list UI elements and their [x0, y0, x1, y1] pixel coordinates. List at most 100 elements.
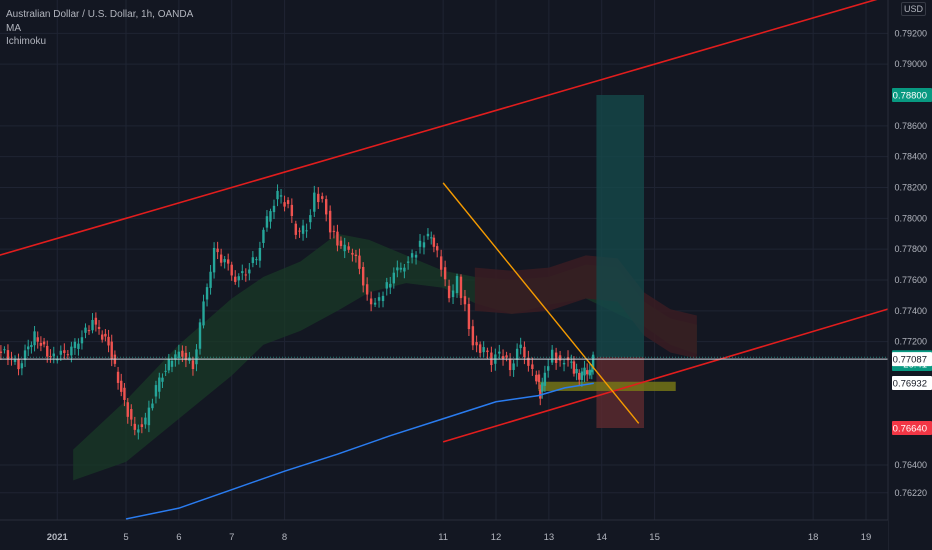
candle-body	[443, 267, 447, 280]
candle-body	[202, 301, 205, 326]
candle-body	[147, 407, 151, 426]
candle-body	[426, 233, 430, 237]
candle-body	[508, 358, 512, 371]
candle-body	[328, 210, 332, 233]
symbol-title[interactable]: Australian Dollar / U.S. Dollar, 1h, OAN…	[6, 9, 194, 20]
time-axis-bg	[0, 520, 888, 550]
currency-label: USD	[900, 2, 926, 16]
candle-body	[191, 360, 195, 370]
candle-body	[198, 322, 202, 349]
candle-body	[439, 256, 443, 270]
candle-body	[343, 244, 346, 252]
candle-body	[294, 223, 298, 235]
candle-body	[209, 271, 212, 288]
candle-body	[580, 371, 584, 381]
ichimoku-cloud	[73, 233, 697, 481]
candle-body	[255, 259, 258, 261]
candle-body	[144, 417, 147, 425]
candle-body	[195, 349, 198, 365]
candle-body	[219, 254, 223, 263]
candle-body	[546, 366, 550, 371]
price-flag-label: 0.76640	[893, 424, 927, 435]
candle-body	[558, 355, 562, 361]
moving-average-line	[125, 382, 594, 520]
candle-body	[399, 267, 403, 270]
ichimoku-cloud-bearish	[474, 255, 697, 359]
candle-body	[324, 199, 328, 215]
candle-body	[354, 254, 358, 257]
candle-body	[137, 429, 140, 433]
price-tick-label: 0.77400	[894, 306, 927, 316]
candle-body	[286, 200, 290, 204]
time-tick-label: 13	[544, 532, 555, 543]
candle-body	[336, 231, 339, 246]
candle-body	[107, 336, 110, 346]
target-zone-box	[596, 95, 644, 358]
price-flag-label: 0.77087	[893, 355, 927, 366]
candle-body	[523, 346, 526, 358]
price-tick-label: 0.78400	[894, 152, 927, 162]
candle-body	[49, 355, 52, 357]
candle-body	[519, 344, 522, 349]
candle-body	[432, 237, 436, 247]
candle-body	[0, 351, 3, 353]
candle-body	[498, 351, 501, 354]
candle-body	[317, 193, 320, 203]
candle-body	[539, 389, 542, 399]
candle-body	[578, 372, 581, 380]
price-tick-label: 0.77200	[894, 337, 927, 347]
candle-body	[583, 367, 586, 376]
candle-body	[226, 259, 230, 264]
candle-body	[27, 346, 30, 350]
indicator-ichimoku[interactable]: Ichimoku	[6, 36, 47, 47]
candle-body	[541, 382, 544, 392]
indicator-ma[interactable]: MA	[6, 22, 21, 34]
candle-body	[527, 357, 530, 366]
candle-body	[392, 272, 396, 284]
candle-body	[91, 319, 94, 331]
candle-body	[59, 350, 63, 355]
candle-body	[471, 326, 475, 346]
candle-body	[133, 423, 137, 430]
candle-body	[104, 333, 107, 337]
candle-body	[365, 284, 369, 295]
candle-body	[298, 230, 301, 232]
candle-body	[562, 362, 566, 365]
candle-body	[181, 350, 184, 357]
candle-body	[110, 341, 113, 360]
candle-body	[381, 295, 385, 302]
price-flag-label: 0.76932	[893, 378, 927, 389]
candle-body	[537, 374, 541, 383]
candle-body	[463, 296, 467, 305]
candle-body	[164, 370, 167, 372]
price-tick-label: 0.78000	[894, 213, 927, 223]
candle-body	[77, 343, 80, 349]
candle-body	[279, 195, 283, 197]
candle-body	[30, 345, 33, 348]
candle-body	[572, 361, 576, 374]
candle-body	[234, 276, 237, 282]
candle-body	[244, 274, 248, 276]
candle-body	[459, 276, 463, 299]
candle-body	[70, 346, 73, 356]
candle-body	[276, 190, 279, 200]
candle-body	[73, 341, 77, 349]
candle-body	[283, 202, 286, 207]
channel-upper-line	[0, 0, 878, 256]
descending-trendline	[442, 182, 640, 424]
candle-body	[543, 372, 547, 386]
candle-body	[501, 356, 505, 359]
price-tick-label: 0.78200	[894, 183, 927, 193]
price-flag	[892, 352, 932, 367]
candle-body	[39, 342, 43, 346]
candle-body	[475, 342, 478, 346]
candle-body	[590, 369, 594, 373]
candle-body	[170, 360, 174, 367]
candle-body	[309, 215, 312, 223]
candle-body	[478, 344, 482, 353]
candle-body	[237, 276, 240, 281]
candle-body	[17, 358, 20, 370]
candle-body	[97, 326, 101, 329]
candle-body	[410, 253, 414, 258]
